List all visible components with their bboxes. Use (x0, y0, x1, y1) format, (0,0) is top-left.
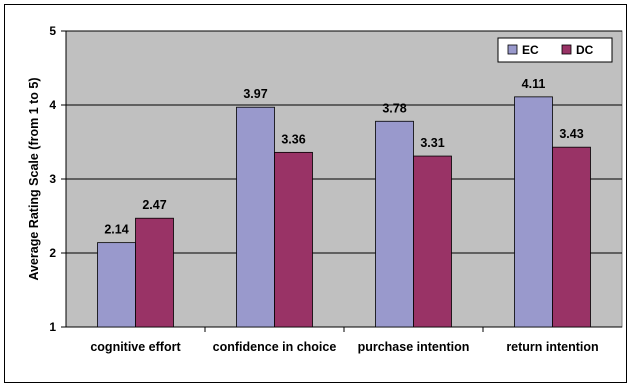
y-tick-label: 1 (49, 320, 56, 334)
y-axis-title: Average Rating Scale (from 1 to 5) (27, 77, 41, 280)
x-category-label: cognitive effort (90, 340, 181, 354)
legend-swatch-dc (561, 44, 572, 55)
y-tick-label: 3 (49, 172, 56, 186)
bar-dc (135, 217, 174, 328)
data-label-ec: 3.97 (243, 87, 267, 101)
bar-ec (97, 242, 136, 328)
bar-ec (236, 106, 275, 328)
data-label-dc: 3.36 (281, 132, 305, 146)
y-tick-label: 2 (49, 246, 56, 260)
data-label-dc: 3.31 (420, 136, 444, 150)
data-label-dc: 3.43 (559, 127, 583, 141)
legend-label-ec: EC (522, 43, 539, 57)
x-category-label: confidence in choice (213, 340, 337, 354)
data-label-ec: 3.78 (382, 101, 406, 115)
y-tick-label: 4 (49, 98, 56, 112)
bar-dc (413, 155, 452, 328)
data-label-dc: 2.47 (142, 198, 166, 212)
bar-dc (274, 151, 313, 328)
x-category-label: return intention (506, 340, 598, 354)
data-label-ec: 4.11 (522, 77, 546, 91)
bar-ec (375, 120, 414, 328)
legend-swatch-ec (507, 44, 518, 55)
y-tick-label: 5 (49, 24, 56, 38)
legend-label-dc: DC (576, 43, 594, 57)
bar-dc (552, 146, 591, 328)
data-label-ec: 2.14 (104, 223, 128, 237)
bar-ec (514, 96, 553, 328)
x-category-label: purchase intention (358, 340, 470, 354)
